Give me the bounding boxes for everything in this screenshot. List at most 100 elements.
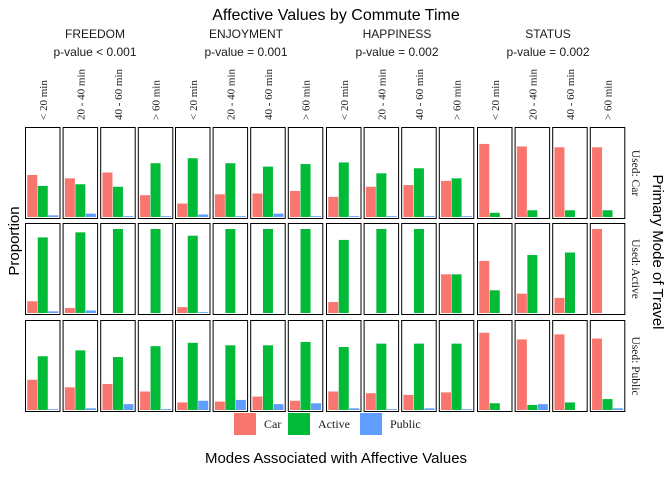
- commute-time-label: 40 - 60 min: [414, 68, 426, 120]
- bar-public: [235, 399, 246, 410]
- bar-active: [187, 158, 198, 217]
- bar-public: [424, 408, 435, 410]
- bar-car: [177, 307, 188, 313]
- bar-car: [64, 387, 75, 410]
- bar-active: [37, 356, 48, 410]
- bar-public: [85, 213, 96, 217]
- bar-public: [235, 216, 246, 217]
- bar-active: [451, 274, 462, 313]
- bar-car: [214, 194, 225, 217]
- group-name-freedom: FREEDOM: [65, 27, 125, 41]
- bar-active: [527, 210, 538, 217]
- bar-car: [554, 334, 565, 410]
- bar-car: [328, 196, 339, 217]
- legend-label-public: Public: [390, 417, 421, 431]
- chart-title: Affective Values by Commute Time: [212, 7, 460, 24]
- bar-car: [290, 190, 301, 217]
- bar-active: [150, 346, 161, 410]
- bar-car: [441, 274, 452, 313]
- commute-time-label: 20 - 40 min: [376, 68, 388, 120]
- bar-public: [613, 408, 624, 410]
- bar-active: [413, 168, 424, 217]
- bar-active: [262, 345, 273, 410]
- commute-time-label: < 20 min: [490, 80, 502, 120]
- bar-car: [441, 180, 452, 217]
- commute-time-label: 40 - 60 min: [113, 68, 125, 120]
- bar-active: [527, 404, 538, 410]
- bar-active: [451, 178, 462, 217]
- bar-public: [462, 216, 473, 217]
- bar-active: [150, 229, 161, 313]
- bar-car: [177, 402, 188, 410]
- bar-car: [365, 186, 376, 217]
- group-pvalue-freedom: p-value < 0.001: [53, 45, 136, 59]
- group-pvalue-status: p-value = 0.002: [506, 45, 589, 59]
- bar-public: [424, 216, 435, 217]
- legend-label-car: Car: [264, 417, 281, 431]
- bar-public: [462, 409, 473, 410]
- bar-active: [225, 345, 236, 410]
- bar-active: [602, 210, 613, 217]
- bar-active: [112, 357, 123, 410]
- bar-public: [386, 216, 397, 217]
- group-name-happiness: HAPPINESS: [363, 27, 432, 41]
- bar-active: [37, 185, 48, 217]
- bar-public: [198, 400, 209, 410]
- bar-car: [64, 307, 75, 313]
- bar-active: [150, 163, 161, 217]
- bar-car: [252, 193, 263, 217]
- bar-active: [564, 252, 575, 313]
- bar-active: [262, 166, 273, 217]
- bar-car: [516, 339, 527, 410]
- bar-active: [413, 343, 424, 410]
- commute-time-label: 40 - 60 min: [263, 68, 275, 120]
- bar-car: [403, 185, 414, 217]
- bar-car: [64, 178, 75, 217]
- facet-grid: FREEDOM p-value < 0.001 < 20 min 20 - 40 mi…: [25, 27, 641, 412]
- bar-active: [300, 164, 311, 217]
- bar-car: [214, 401, 225, 410]
- bar-active: [112, 229, 123, 313]
- bar-active: [37, 237, 48, 313]
- bar-active: [376, 343, 387, 410]
- bar-public: [273, 404, 284, 410]
- bar-active: [338, 162, 349, 217]
- bar-active: [564, 402, 575, 410]
- bar-active: [225, 163, 236, 217]
- commute-time-label: 20 - 40 min: [225, 68, 237, 120]
- bar-car: [479, 332, 490, 410]
- legend-swatch-car: [234, 413, 256, 435]
- bar-car: [441, 392, 452, 410]
- group-pvalue-happiness: p-value = 0.002: [355, 45, 438, 59]
- bar-public: [48, 215, 59, 217]
- bar-car: [102, 383, 113, 410]
- group-pvalue-enjoyment: p-value = 0.001: [204, 45, 287, 59]
- bar-active: [451, 343, 462, 410]
- bar-car: [27, 301, 38, 313]
- bar-active: [300, 341, 311, 410]
- bar-public: [85, 310, 96, 313]
- bar-public: [198, 214, 209, 217]
- commute-time-label: < 20 min: [188, 80, 200, 120]
- commute-time-label: < 20 min: [339, 80, 351, 120]
- bar-car: [140, 391, 151, 410]
- row-strip-label: Used: Active: [629, 239, 641, 299]
- row-strip-label: Used: Car: [629, 150, 641, 196]
- bar-car: [592, 338, 603, 410]
- commute-time-label: 20 - 40 min: [75, 68, 87, 120]
- bar-public: [349, 408, 360, 410]
- legend-label-active: Active: [318, 417, 350, 431]
- bar-car: [516, 293, 527, 313]
- bar-active: [338, 347, 349, 410]
- group-name-status: STATUS: [525, 27, 571, 41]
- bar-active: [564, 210, 575, 217]
- bar-car: [27, 379, 38, 410]
- bar-public: [349, 216, 360, 217]
- bar-car: [27, 175, 38, 217]
- bar-active: [75, 184, 86, 217]
- bar-active: [75, 350, 86, 410]
- right-axis-title: Primary Mode of Travel: [649, 174, 666, 329]
- bar-active: [225, 229, 236, 313]
